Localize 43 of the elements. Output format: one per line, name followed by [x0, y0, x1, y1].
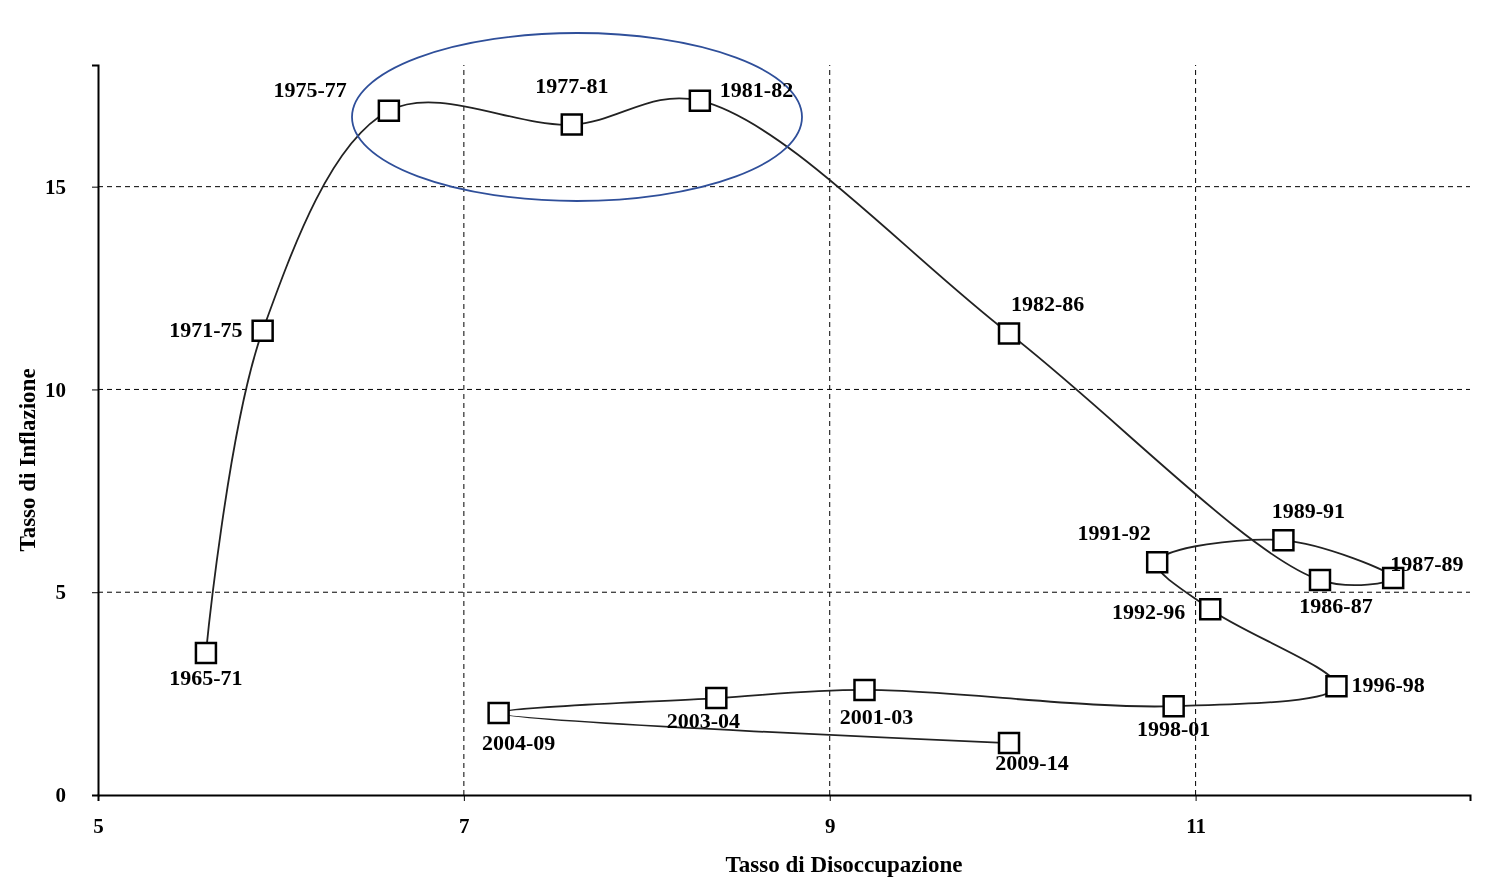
annotation: 1975-77 [273, 76, 347, 102]
x-axis-title: Tasso di Disoccupazione [725, 852, 963, 877]
annotation: 1965-71 [169, 665, 243, 691]
annotation: 1992-96 [1111, 599, 1186, 625]
point [377, 99, 401, 123]
point [487, 701, 510, 725]
point [194, 641, 218, 665]
annotation: 1981-82 [719, 76, 794, 102]
y-axis-title: Tasso di Inflazione [15, 368, 40, 552]
point [853, 678, 876, 702]
y-tick-label: 10 [44, 377, 66, 402]
point [1145, 550, 1169, 574]
point [1325, 675, 1348, 698]
point [688, 89, 712, 112]
x-tick-label: 7 [459, 814, 470, 839]
point [997, 322, 1021, 345]
y-tick-label: 5 [55, 580, 66, 605]
x-tick-label: 5 [93, 814, 104, 839]
y-tick-label: 0 [55, 783, 66, 808]
point [1198, 598, 1222, 621]
annotation: 1986-87 [1299, 593, 1373, 619]
x-tick-label: 11 [1186, 814, 1207, 839]
annotation: 2004-09 [481, 730, 556, 756]
annotation: 1996-98 [1351, 672, 1425, 698]
point [705, 686, 728, 710]
annotation: 1982-86 [1011, 291, 1085, 317]
annotation: 2003-04 [666, 708, 740, 734]
annotation: 1989-91 [1271, 498, 1346, 524]
point [1308, 568, 1332, 592]
y-tick-label: 15 [44, 174, 66, 199]
point [251, 319, 274, 342]
x-tick-label: 9 [824, 814, 836, 839]
annotation: 1971-75 [169, 316, 243, 342]
point [560, 113, 584, 136]
annotation: 1987-89 [1390, 551, 1464, 577]
point [1162, 694, 1185, 718]
annotation: 1991-92 [1077, 520, 1151, 546]
annotation: 1977-81 [535, 72, 609, 98]
point [1272, 529, 1295, 552]
annotation: 2001-03 [839, 703, 914, 729]
annotation: 2009-14 [995, 750, 1069, 776]
point [997, 731, 1021, 755]
annotation: 1998-01 [1136, 716, 1211, 742]
